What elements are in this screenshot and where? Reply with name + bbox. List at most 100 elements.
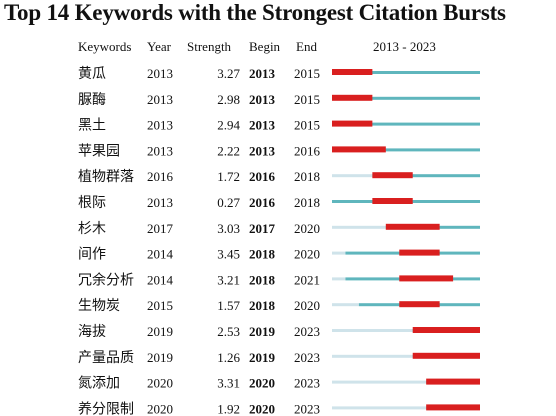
year-value: 2019 [147, 350, 173, 365]
timeline-pre-period [332, 329, 413, 332]
keyword-label: 黄瓜 [78, 65, 106, 82]
burst-rows: 黄瓜 2013 3.27 2013 2015 脲酶 2013 2.98 2013 2015 黑土 20… [78, 65, 480, 416]
timeline-pre-period [332, 174, 373, 178]
keyword-label: 氮添加 [78, 376, 120, 392]
strength-value: 1.26 [217, 350, 240, 365]
timeline-pre-period [332, 354, 413, 358]
burst-bar [372, 198, 413, 204]
begin-year: 2018 [249, 298, 276, 313]
end-year: 2023 [294, 324, 320, 339]
burst-bar [426, 378, 480, 385]
begin-year: 2019 [249, 350, 276, 365]
keyword-label: 脲酶 [78, 92, 106, 108]
begin-year: 2017 [249, 221, 276, 236]
year-value: 2013 [147, 143, 173, 158]
keyword-label: 植物群落 [78, 169, 134, 185]
burst-bar [412, 352, 480, 359]
year-value: 2014 [147, 247, 174, 262]
header-begin: Begin [249, 39, 281, 54]
strength-value: 1.72 [217, 169, 240, 184]
keyword-label: 生物炭 [78, 298, 120, 314]
strength-value: 3.45 [217, 247, 240, 262]
header-year: Year [147, 39, 172, 54]
begin-year: 2018 [249, 247, 276, 262]
burst-bar [399, 275, 454, 282]
keyword-label: 海拔 [78, 324, 106, 340]
timeline-active-period [332, 148, 480, 152]
end-year: 2015 [294, 118, 320, 133]
year-value: 2019 [147, 324, 173, 339]
burst-bar [372, 172, 413, 179]
timeline-active-period [332, 122, 480, 126]
timeline-pre-period [332, 251, 346, 255]
end-year: 2023 [294, 401, 320, 416]
burst-bar [412, 327, 480, 333]
begin-year: 2020 [249, 401, 275, 416]
header-keywords: Keywords [78, 39, 131, 54]
header-end: End [296, 39, 317, 54]
end-year: 2020 [294, 221, 320, 236]
burst-bar [332, 120, 373, 127]
keyword-label: 产量品质 [78, 350, 134, 366]
end-year: 2015 [294, 92, 320, 107]
keyword-label: 养分限制 [78, 401, 134, 416]
chart-title: Top 14 Keywords with the Strongest Citat… [4, 0, 506, 25]
timeline-pre-period [332, 225, 386, 229]
year-value: 2016 [147, 169, 174, 184]
timeline-pre-period [332, 406, 427, 410]
year-value: 2015 [147, 298, 173, 313]
keyword-label: 根际 [78, 195, 106, 211]
year-value: 2020 [147, 376, 173, 391]
strength-value: 2.94 [217, 118, 240, 133]
begin-year: 2018 [249, 272, 276, 287]
strength-value: 3.21 [217, 272, 240, 287]
year-value: 2013 [147, 118, 173, 133]
end-year: 2020 [294, 298, 320, 313]
burst-bar [385, 223, 440, 230]
end-year: 2023 [294, 350, 320, 365]
burst-bar [332, 94, 373, 101]
year-value: 2013 [147, 66, 173, 81]
keyword-label: 苹果园 [78, 143, 120, 159]
end-year: 2023 [294, 376, 320, 391]
end-year: 2021 [294, 272, 320, 287]
strength-value: 1.57 [217, 298, 240, 313]
end-year: 2018 [294, 195, 320, 210]
year-value: 2013 [147, 92, 173, 107]
timeline-pre-period [332, 277, 346, 281]
timeline-pre-period [332, 303, 359, 307]
keyword-label: 黑土 [78, 118, 106, 134]
begin-year: 2016 [249, 195, 276, 210]
strength-value: 3.27 [217, 66, 240, 81]
end-year: 2018 [294, 169, 320, 184]
begin-year: 2020 [249, 376, 275, 391]
strength-value: 0.27 [217, 195, 240, 210]
keyword-label: 杉木 [78, 221, 106, 237]
strength-value: 1.92 [217, 401, 240, 416]
timeline-active-period [372, 174, 480, 178]
timeline-active-period [332, 71, 480, 74]
burst-bar [399, 249, 440, 256]
strength-value: 2.98 [217, 92, 240, 107]
begin-year: 2013 [249, 66, 276, 81]
burst-bar [332, 69, 373, 75]
begin-year: 2013 [249, 92, 276, 107]
timeline-active-period [332, 96, 480, 100]
keyword-label: 间作 [78, 247, 106, 263]
burst-bar [426, 404, 480, 411]
year-value: 2013 [147, 195, 173, 210]
end-year: 2016 [294, 143, 321, 158]
burst-bar [399, 301, 440, 308]
end-year: 2020 [294, 247, 320, 262]
strength-value: 2.22 [217, 143, 240, 158]
timeline-pre-period [332, 380, 427, 384]
header-timeline-range: 2013 - 2023 [373, 39, 436, 54]
year-value: 2014 [147, 272, 174, 287]
keyword-label: 冗余分析 [78, 271, 134, 288]
begin-year: 2013 [249, 118, 276, 133]
year-value: 2017 [147, 221, 174, 236]
strength-value: 3.03 [217, 221, 240, 236]
end-year: 2015 [294, 66, 320, 81]
strength-value: 2.53 [217, 324, 240, 339]
